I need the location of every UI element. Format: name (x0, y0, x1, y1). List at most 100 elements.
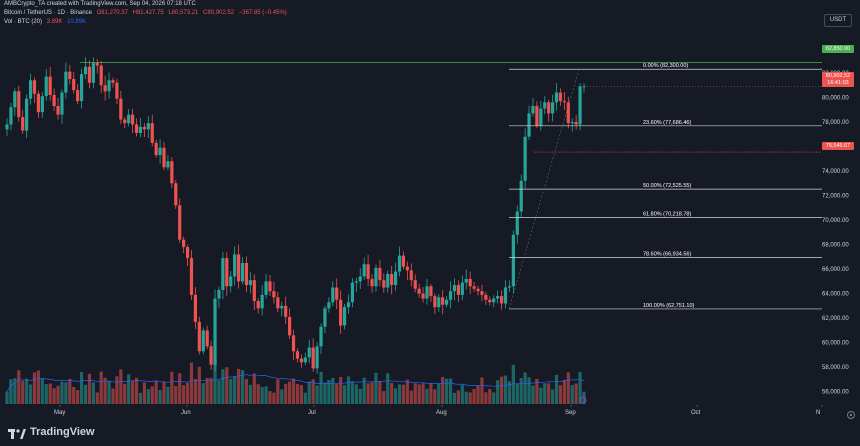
candle-body (197, 321, 201, 352)
candle-body (291, 335, 296, 352)
candle-body (307, 347, 311, 358)
candle-body (433, 296, 437, 308)
candle-body (382, 280, 386, 288)
candle-body (252, 280, 256, 301)
candle-body (429, 286, 433, 297)
volume-bar (448, 378, 453, 404)
volume-bar (437, 383, 441, 404)
volume-ma-value: 10.89K (67, 19, 87, 25)
price-axis-label: 66,000.00 (822, 267, 849, 273)
volume-bar (550, 389, 555, 404)
candle-body (582, 86, 586, 88)
currency-button[interactable]: USDT (824, 14, 852, 27)
volume-value: 3.89K (46, 19, 63, 25)
candle-body (76, 90, 80, 102)
candle-body (123, 119, 127, 124)
candle-body (158, 147, 162, 156)
volume-bar (201, 383, 205, 404)
gear-icon[interactable] (846, 410, 856, 420)
candle-body (401, 255, 406, 267)
volume-bar (323, 382, 327, 404)
volume-bar (531, 385, 535, 404)
candle-body (393, 271, 398, 286)
candle-body (272, 291, 276, 298)
candle-body (217, 289, 221, 299)
volume-bar (335, 383, 339, 404)
volume-bar (174, 385, 178, 404)
candle-body (456, 285, 460, 295)
footer-bar (0, 424, 860, 446)
time-axis-label: N (816, 410, 820, 416)
volume-bar (127, 374, 131, 404)
volume-bar (452, 392, 457, 404)
candle-body (511, 234, 515, 287)
volume-bar (409, 390, 413, 404)
candle-body (346, 302, 351, 308)
candle-body (127, 114, 131, 124)
volume-bar (178, 373, 182, 404)
candle-body (342, 307, 347, 326)
candle-body (535, 106, 539, 126)
candle-body (68, 71, 72, 80)
volume-bar (28, 384, 33, 404)
volume-bar (299, 385, 303, 404)
candle-body (154, 142, 158, 156)
volume-bar (346, 376, 351, 404)
candle-body (182, 239, 186, 248)
volume-bar (574, 383, 578, 404)
close-value: C80,902.52 (203, 10, 235, 16)
volume-bar (52, 388, 56, 404)
volume-bar (240, 370, 245, 404)
volume-bar (260, 387, 264, 404)
tradingview-logo-icon[interactable] (8, 428, 26, 440)
volume-bar (464, 391, 468, 404)
high-value: H81,427.75 (132, 10, 164, 16)
volume-bar (382, 391, 386, 404)
volume-bar (460, 385, 464, 404)
created-with-text: AMBCrypto_TA created with TradingView.co… (4, 1, 196, 7)
volume-bar (539, 387, 543, 404)
candle-body (209, 346, 213, 365)
candle-body (32, 80, 37, 94)
volume-legend: Vol · BTC (20) 3.89K 10.89K (4, 18, 89, 26)
candle-body (531, 106, 535, 114)
candle-body (221, 258, 225, 290)
candle-body (40, 96, 44, 113)
fib-level-label: 61.80% (70,218.78) (643, 211, 691, 217)
volume-bar (166, 386, 170, 404)
candle-body (468, 278, 472, 287)
candle-body (558, 92, 563, 102)
candle-body (111, 80, 115, 83)
candle-body (441, 297, 445, 305)
candle-body (240, 262, 245, 282)
volume-bar (256, 384, 260, 404)
volume-title[interactable]: Vol · BTC (20) (4, 19, 43, 25)
candle-body (496, 296, 500, 299)
volume-bar (276, 379, 280, 404)
volume-bar (366, 383, 370, 404)
candle-body (480, 291, 484, 295)
candle-body (166, 161, 170, 168)
candle-body (119, 98, 123, 120)
candle-body (519, 180, 523, 212)
volume-bar (492, 392, 496, 404)
symbol-title[interactable]: Bitcoin / TetherUS · 1D · Binance (4, 10, 92, 16)
volume-bar (433, 389, 437, 404)
volume-bar (578, 371, 582, 404)
level-price-tag: 75,545.67 (822, 142, 854, 150)
volume-bar (280, 389, 284, 404)
candle-body (185, 247, 190, 259)
candle-body (319, 326, 323, 347)
price-axis-label: 70,000.00 (822, 218, 849, 224)
candle-body (64, 71, 68, 93)
volume-bar (158, 390, 162, 404)
candle-body (350, 282, 355, 303)
volume-bar (48, 383, 52, 404)
volume-bar (115, 376, 119, 404)
candle-body (44, 76, 48, 97)
volume-bar (362, 377, 366, 404)
volume-bar (358, 388, 362, 404)
brand-name[interactable]: TradingView (30, 426, 95, 438)
volume-bar (150, 386, 154, 404)
